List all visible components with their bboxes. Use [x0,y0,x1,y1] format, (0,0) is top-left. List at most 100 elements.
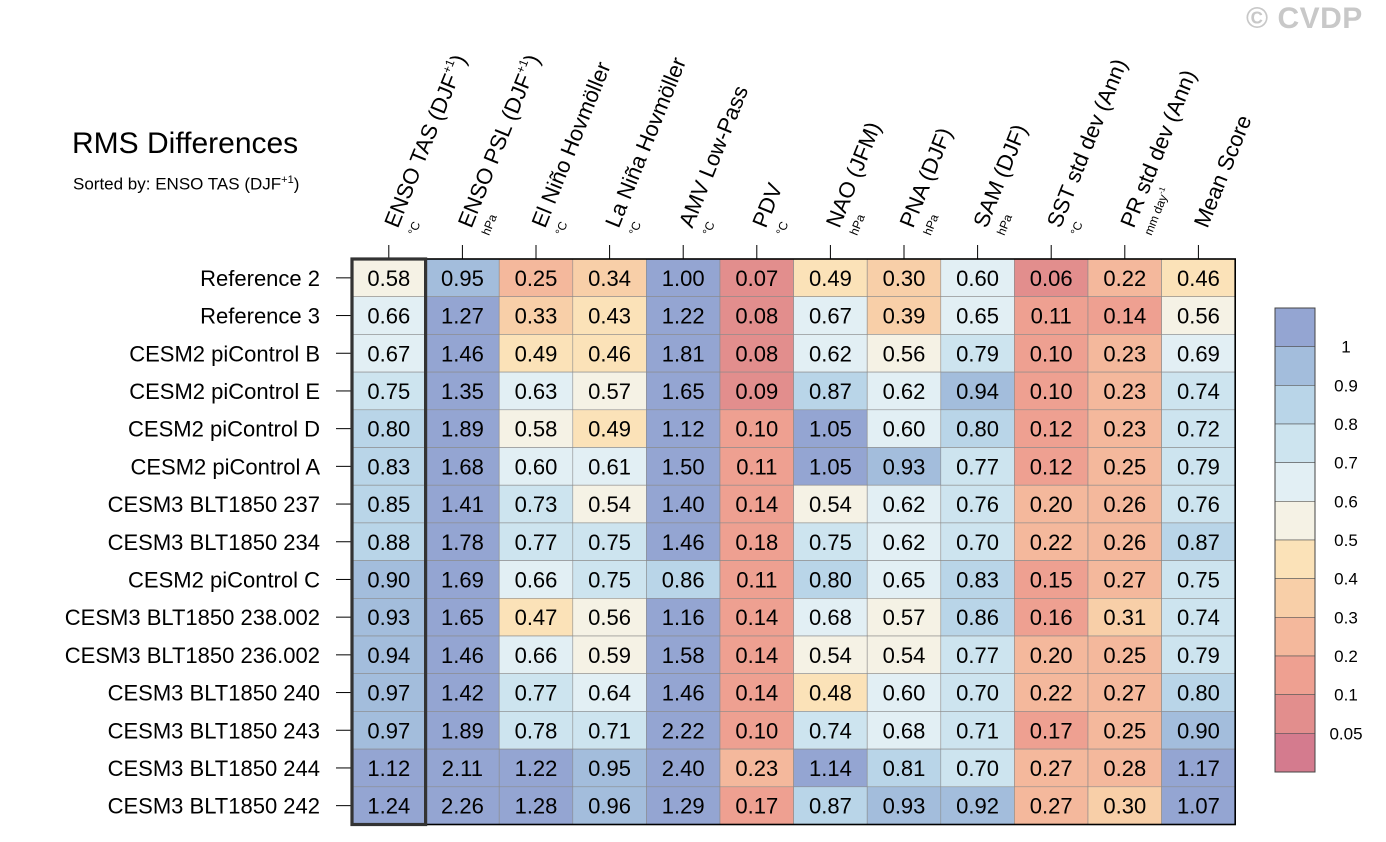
heatmap-cell [572,258,647,298]
heatmap-cell [793,560,868,599]
cell-value: 0.97 [367,681,410,706]
heatmap-cell [719,786,794,825]
cell-value: 1.65 [662,379,705,404]
cell-value: 1.58 [662,643,705,668]
heatmap-cell [1161,447,1236,486]
row-label: CESM2 piControl B [129,341,320,366]
column-unit: °C [626,219,644,237]
heatmap-cell [498,560,574,599]
cell-value: 0.26 [1103,530,1146,555]
heatmap-cell [498,258,574,298]
heatmap-cell [866,371,942,411]
heatmap-cell [1087,635,1162,675]
heatmap-cell [866,296,942,335]
cell-value: 0.23 [1103,417,1146,442]
heatmap-cell [1014,786,1089,825]
heatmap-cell [940,786,1015,825]
heatmap-cell [425,484,500,524]
heatmap-cell [425,409,500,448]
cell-value: 0.11 [1031,304,1072,329]
cell-value: 0.60 [883,681,926,706]
colorbar-segment [1274,346,1316,386]
heatmap-cell [1087,484,1162,524]
column-title: SAM (DJF) [968,121,1032,231]
heatmap-cell [719,334,794,373]
cell-value: 0.96 [588,794,631,819]
colorbar-segment [1274,462,1316,502]
cell-value: 0.10 [735,718,778,743]
heatmap-cell [572,447,647,486]
cell-value: 0.75 [1177,567,1220,592]
cell-value: 0.60 [956,266,999,291]
heatmap-cell [719,296,794,335]
row-label: CESM3 BLT1850 238.002 [65,605,320,630]
cell-value: 1.05 [809,454,852,479]
cell-value: 0.14 [735,643,778,668]
cell-value: 0.62 [809,341,852,366]
column-title: AMV Low-Pass [674,82,754,231]
cell-value: 0.66 [367,304,410,329]
cell-value: 0.75 [588,530,631,555]
cell-value: 0.80 [1177,681,1220,706]
cell-value: 0.25 [1103,643,1146,668]
heatmap-cell [940,522,1015,561]
heatmap-cell [1161,711,1236,750]
cell-value: 0.27 [1030,756,1073,781]
heatmap-cell [425,635,500,675]
cell-value: 0.14 [735,492,778,517]
heatmap-cell [940,748,1015,788]
heatmap-cell [498,786,574,825]
cell-value: 0.54 [588,492,631,517]
heatmap-cell [719,258,794,298]
cell-value: 1.12 [662,417,705,442]
cell-value: 0.68 [809,605,852,630]
cell-value: 0.12 [1030,454,1073,479]
column-title: El Niño Hovmöller [526,58,615,231]
cell-value: 0.23 [735,756,778,781]
heatmap-cell [498,371,574,411]
cell-value: 0.94 [367,643,410,668]
heatmap-cell [1087,786,1162,825]
cell-value: 0.30 [883,266,926,291]
cell-value: 0.73 [515,492,558,517]
cell-value: 0.14 [735,681,778,706]
heatmap-cell [425,258,500,298]
colorbar-segment [1274,307,1316,347]
cell-value: 0.56 [1177,304,1220,329]
heatmap-cell [719,597,794,637]
heatmap-cell [1014,258,1089,298]
cell-value: 0.77 [956,643,999,668]
cell-value: 0.12 [1030,417,1073,442]
column-title-text: SST std dev (Ann) [1042,55,1132,231]
heatmap-cell [719,447,794,486]
cell-value: 0.70 [956,681,999,706]
heatmap-cell [940,635,1015,675]
cell-value: 0.49 [809,266,852,291]
cell-value: 0.62 [883,530,926,555]
heatmap-cell [572,748,647,788]
cell-value: 0.97 [367,718,410,743]
heatmap-cell [1161,673,1236,712]
column-header: NAO (JFM)hPa [821,118,886,237]
heatmap-cell [646,673,721,712]
subtitle-suffix: ) [293,174,300,194]
cell-value: 0.27 [1103,567,1146,592]
colorbar-segment [1274,539,1316,579]
heatmap-cell [425,748,500,788]
colorbar-label: 0.2 [1334,647,1358,666]
cell-value: 0.71 [956,718,999,743]
heatmap-cell [1161,786,1236,825]
heatmap-cell [351,522,426,561]
cell-value: 1.46 [441,341,484,366]
heatmap-cell [1087,371,1162,411]
cell-value: 0.72 [1177,417,1220,442]
heatmap-cell [351,371,426,411]
cell-value: 1.29 [662,794,705,819]
heatmap-cell [351,711,426,750]
heatmap-cell [1087,748,1162,788]
heatmap-cell [646,635,721,675]
heatmap-cell [351,748,426,788]
heatmap-cell [646,484,721,524]
cell-value: 0.54 [809,492,852,517]
heatmap-cell [572,597,647,637]
